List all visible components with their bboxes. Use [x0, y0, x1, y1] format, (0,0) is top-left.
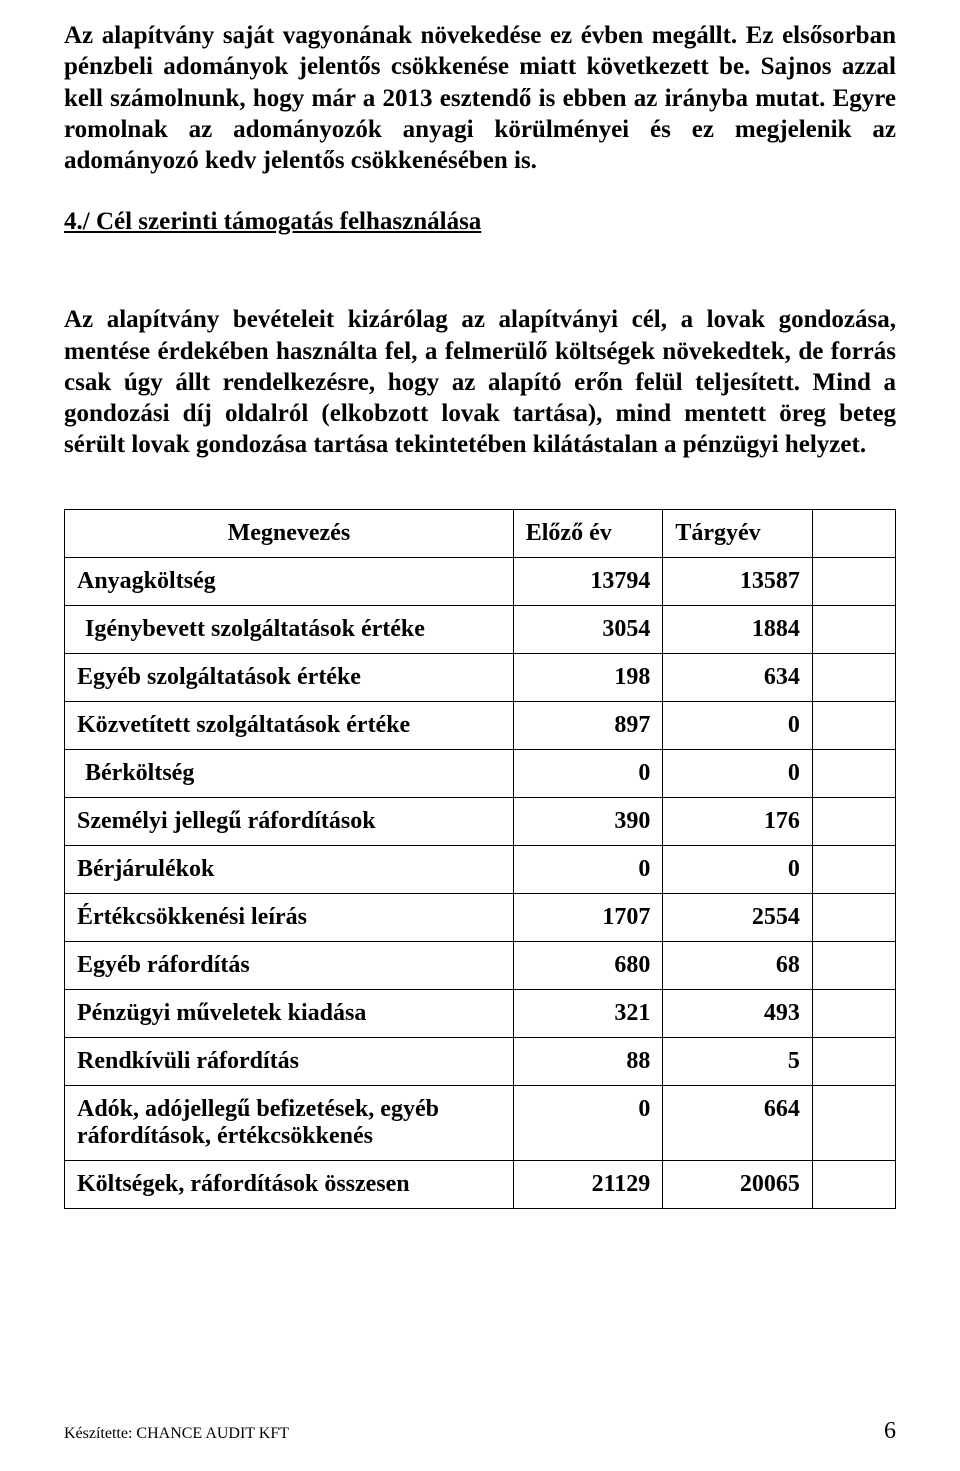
- table-row: Bérjárulékok00: [65, 845, 896, 893]
- cell-empty: [812, 941, 895, 989]
- footer-author: Készítette: CHANCE AUDIT KFT: [64, 1425, 289, 1443]
- page-footer: Készítette: CHANCE AUDIT KFT 6: [64, 1418, 896, 1445]
- table-row: Bérköltség00: [65, 749, 896, 797]
- cell-empty: [812, 557, 895, 605]
- table-row: Személyi jellegű ráfordítások390176: [65, 797, 896, 845]
- cell-label: Közvetített szolgáltatások értéke: [65, 701, 514, 749]
- cell-label: Anyagköltség: [65, 557, 514, 605]
- cell-curr-year: 5: [663, 1037, 813, 1085]
- cell-label: Igénybevett szolgáltatások értéke: [65, 605, 514, 653]
- cell-empty: [812, 1160, 895, 1208]
- header-empty: [812, 509, 895, 557]
- cell-prev-year: 0: [513, 749, 663, 797]
- cell-prev-year: 1707: [513, 893, 663, 941]
- cell-curr-year: 176: [663, 797, 813, 845]
- cell-empty: [812, 845, 895, 893]
- cell-label: Személyi jellegű ráfordítások: [65, 797, 514, 845]
- header-name: Megnevezés: [65, 509, 514, 557]
- cell-curr-year: 493: [663, 989, 813, 1037]
- table-row: Értékcsökkenési leírás17072554: [65, 893, 896, 941]
- table-row: Egyéb szolgáltatások értéke198634: [65, 653, 896, 701]
- page-content: Az alapítvány saját vagyonának növekedés…: [0, 0, 960, 1209]
- cell-curr-year: 0: [663, 845, 813, 893]
- cell-label: Egyéb ráfordítás: [65, 941, 514, 989]
- cell-label: Értékcsökkenési leírás: [65, 893, 514, 941]
- cell-empty: [812, 1085, 895, 1160]
- expenses-table: Megnevezés Előző év Tárgyév Anyagköltség…: [64, 509, 896, 1209]
- cell-empty: [812, 605, 895, 653]
- cell-curr-year: 68: [663, 941, 813, 989]
- cell-empty: [812, 989, 895, 1037]
- paragraph-intro: Az alapítvány saját vagyonának növekedés…: [64, 20, 896, 176]
- cell-prev-year: 198: [513, 653, 663, 701]
- cell-curr-year: 1884: [663, 605, 813, 653]
- cell-label: Egyéb szolgáltatások értéke: [65, 653, 514, 701]
- table-row: Egyéb ráfordítás68068: [65, 941, 896, 989]
- cell-label: Adók, adójellegű befizetések, egyéb ráfo…: [65, 1085, 514, 1160]
- cell-empty: [812, 797, 895, 845]
- header-prev-year: Előző év: [513, 509, 663, 557]
- cell-empty: [812, 893, 895, 941]
- table-row: Pénzügyi műveletek kiadása321493: [65, 989, 896, 1037]
- cell-curr-year: 2554: [663, 893, 813, 941]
- cell-prev-year: 21129: [513, 1160, 663, 1208]
- cell-empty: [812, 1037, 895, 1085]
- cell-prev-year: 0: [513, 1085, 663, 1160]
- table-header-row: Megnevezés Előző év Tárgyév: [65, 509, 896, 557]
- table-row: Rendkívüli ráfordítás885: [65, 1037, 896, 1085]
- cell-label: Bérjárulékok: [65, 845, 514, 893]
- cell-prev-year: 680: [513, 941, 663, 989]
- cell-label: Bérköltség: [65, 749, 514, 797]
- table-row: Közvetített szolgáltatások értéke8970: [65, 701, 896, 749]
- table-row: Igénybevett szolgáltatások értéke3054188…: [65, 605, 896, 653]
- cell-label: Költségek, ráfordítások összesen: [65, 1160, 514, 1208]
- cell-curr-year: 664: [663, 1085, 813, 1160]
- cell-curr-year: 634: [663, 653, 813, 701]
- cell-empty: [812, 749, 895, 797]
- table-row: Anyagköltség1379413587: [65, 557, 896, 605]
- cell-prev-year: 88: [513, 1037, 663, 1085]
- cell-prev-year: 0: [513, 845, 663, 893]
- table-row: Adók, adójellegű befizetések, egyéb ráfo…: [65, 1085, 896, 1160]
- cell-curr-year: 0: [663, 749, 813, 797]
- section-heading: 4./ Cél szerinti támogatás felhasználása: [64, 208, 896, 236]
- cell-prev-year: 321: [513, 989, 663, 1037]
- cell-label: Pénzügyi műveletek kiadása: [65, 989, 514, 1037]
- header-curr-year: Tárgyév: [663, 509, 813, 557]
- paragraph-body: Az alapítvány bevételeit kizárólag az al…: [64, 304, 896, 460]
- table-row: Költségek, ráfordítások összesen21129200…: [65, 1160, 896, 1208]
- cell-curr-year: 13587: [663, 557, 813, 605]
- cell-prev-year: 897: [513, 701, 663, 749]
- cell-curr-year: 20065: [663, 1160, 813, 1208]
- cell-empty: [812, 701, 895, 749]
- cell-empty: [812, 653, 895, 701]
- footer-page-number: 6: [884, 1418, 896, 1445]
- cell-label: Rendkívüli ráfordítás: [65, 1037, 514, 1085]
- cell-prev-year: 3054: [513, 605, 663, 653]
- cell-prev-year: 390: [513, 797, 663, 845]
- cell-prev-year: 13794: [513, 557, 663, 605]
- cell-curr-year: 0: [663, 701, 813, 749]
